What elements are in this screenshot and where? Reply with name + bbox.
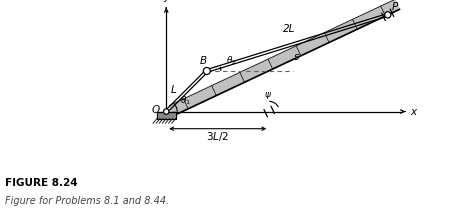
Text: $\psi$: $\psi$ <box>264 90 272 101</box>
Text: Figure for Problems 8.1 and 8.44.: Figure for Problems 8.1 and 8.44. <box>5 196 169 206</box>
Text: x: x <box>410 107 417 117</box>
Text: y: y <box>163 0 169 1</box>
Text: B: B <box>200 56 207 65</box>
Text: O: O <box>152 105 160 115</box>
Circle shape <box>203 68 210 74</box>
Circle shape <box>385 12 391 18</box>
Text: 2L: 2L <box>283 24 296 33</box>
Text: $\theta_1$: $\theta_1$ <box>180 94 191 107</box>
Text: $\theta_2$: $\theta_2$ <box>225 55 237 67</box>
Text: FIGURE 8.24: FIGURE 8.24 <box>5 178 77 188</box>
Polygon shape <box>157 112 176 119</box>
Polygon shape <box>170 0 400 115</box>
Text: L: L <box>171 85 177 95</box>
Text: $3L/2$: $3L/2$ <box>207 130 229 143</box>
Circle shape <box>164 109 169 114</box>
Text: P: P <box>392 2 398 12</box>
Text: s: s <box>294 52 299 62</box>
